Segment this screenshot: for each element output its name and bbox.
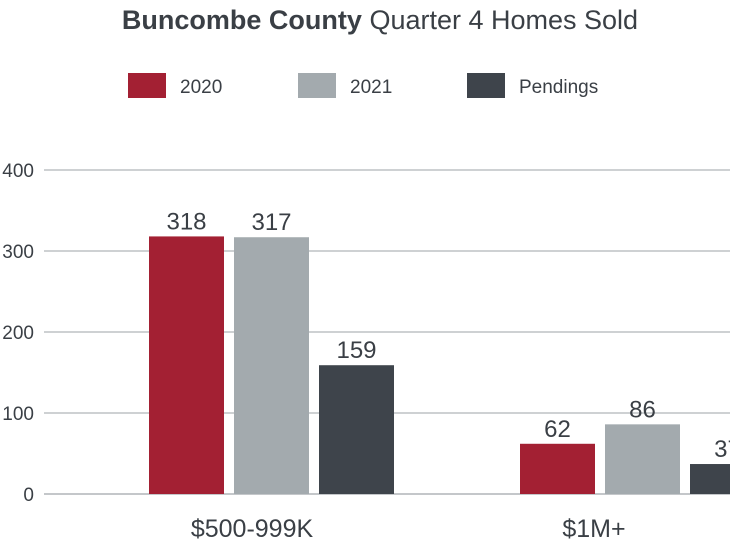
bar-pendings-1 xyxy=(690,464,730,494)
legend-swatch xyxy=(467,73,505,98)
data-label: 37 xyxy=(714,436,730,463)
data-label: 159 xyxy=(336,337,376,364)
legend-item-pendings: Pendings xyxy=(467,73,598,98)
legend-item-2021: 2021 xyxy=(298,73,392,98)
y-tick-label: 0 xyxy=(23,485,34,506)
data-label: 318 xyxy=(166,208,206,235)
data-label: 62 xyxy=(544,416,571,443)
legend-label: 2021 xyxy=(350,77,392,98)
y-tick-label: 200 xyxy=(2,323,34,344)
bars: 318 317 159 62 86 37 xyxy=(149,208,730,495)
bar-2021-0 xyxy=(234,237,309,495)
legend-item-2020: 2020 xyxy=(128,73,222,98)
data-label: 86 xyxy=(629,396,656,423)
y-tick-label: 300 xyxy=(2,242,34,263)
legend-label: 2020 xyxy=(180,77,222,98)
chart-title-bold: Buncombe County xyxy=(122,5,362,35)
y-tick-label: 100 xyxy=(2,404,34,425)
bar-2021-1 xyxy=(605,424,680,494)
legend-swatch xyxy=(298,73,336,98)
category-labels: $500-999K $1M+ xyxy=(191,515,626,543)
bar-2020-0 xyxy=(149,236,224,495)
data-label: 317 xyxy=(251,209,291,236)
bar-pendings-0 xyxy=(319,365,394,494)
chart-title: Buncombe County Quarter 4 Homes Sold xyxy=(122,5,638,35)
legend: 2020 2021 Pendings xyxy=(128,73,598,98)
bar-2020-1 xyxy=(520,443,595,494)
category-label: $1M+ xyxy=(562,515,625,543)
category-label: $500-999K xyxy=(191,515,314,543)
legend-label: Pendings xyxy=(519,77,598,98)
chart-title-rest: Quarter 4 Homes Sold xyxy=(369,5,638,35)
y-tick-label: 400 xyxy=(2,161,34,182)
legend-swatch xyxy=(128,73,166,98)
